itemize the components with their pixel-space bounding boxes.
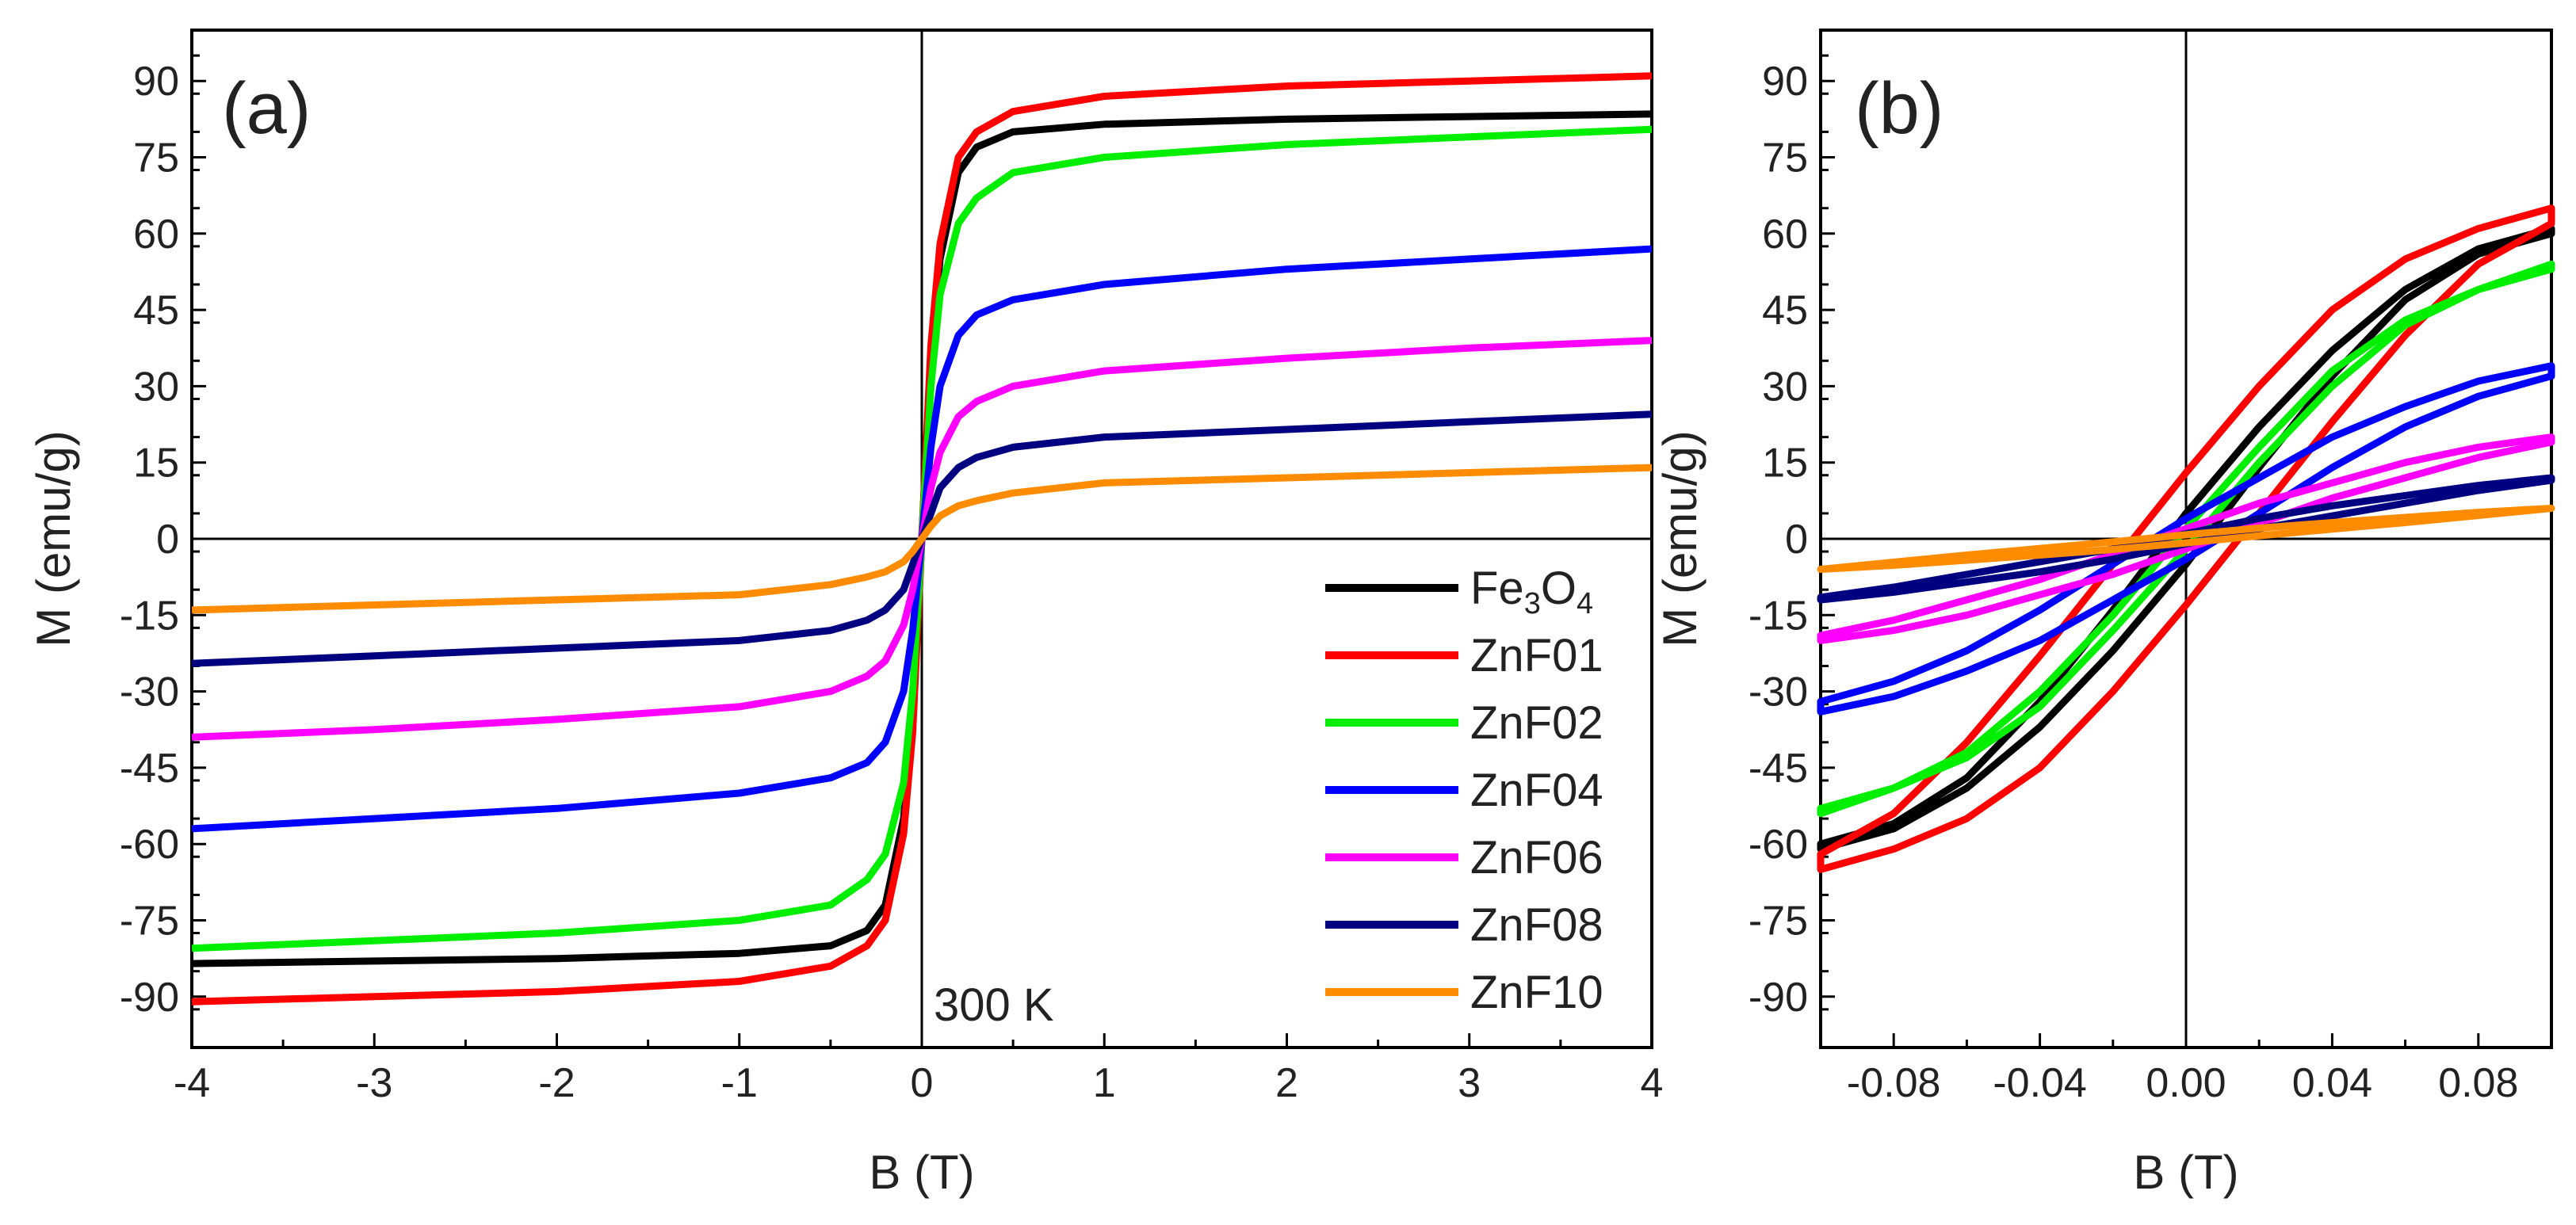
x-tick-label: 0.00 (2146, 1060, 2226, 1106)
y-tick-label: 90 (133, 59, 179, 105)
y-tick-label: -45 (120, 746, 179, 792)
series-znf08-line (1817, 474, 2555, 604)
y-tick-label: -30 (1749, 670, 1808, 716)
x-tick-label: -4 (174, 1060, 210, 1106)
x-tick-label: -0.04 (1993, 1060, 2087, 1106)
legend-label: ZnF04 (1470, 765, 1603, 816)
legend: Fe3O4 ZnF01 ZnF02 ZnF04 ZnF06 ZnF08 ZnF10 (1325, 563, 1603, 1018)
y-tick-label: -75 (1749, 899, 1808, 945)
series-znf10-line (191, 464, 1653, 614)
x-tick-label: 2 (1275, 1060, 1298, 1106)
y-tick-label: 0 (156, 517, 179, 563)
x-tick-label: 0 (911, 1060, 934, 1106)
x-tick-label: -2 (538, 1060, 575, 1106)
legend-label: ZnF02 (1470, 697, 1603, 749)
y-tick-label: 15 (1762, 441, 1808, 487)
panel-b-x-title: B (T) (2133, 1146, 2238, 1199)
panel-b-label: (b) (1855, 68, 1943, 149)
panel-b-y-title: M (emu/g) (1653, 430, 1707, 647)
x-tick-label: 0.04 (2292, 1060, 2372, 1106)
y-tick-label: 45 (1762, 288, 1808, 334)
y-tick-label: 0 (1785, 517, 1808, 563)
series-znf06-line (1817, 433, 2555, 644)
series-znf04-line (1817, 362, 2555, 716)
panel-a-y-title: M (emu/g) (27, 430, 80, 647)
y-tick-label: -90 (120, 975, 179, 1021)
panel-a-ticks: -90 -75 -60 -45 -30 -15 0 15 30 45 60 75 90 -4 -3 -2 -1 0… (120, 54, 1664, 1106)
series-znf01-line (1817, 204, 2555, 873)
temperature-annotation: 300 K (934, 979, 1054, 1031)
y-tick-label: 60 (1762, 212, 1808, 258)
y-tick-label: -60 (120, 822, 179, 868)
x-tick-label: 1 (1093, 1060, 1116, 1106)
panel-b: -90 -75 -60 -45 -30 -15 0 15 30 45 60 75 90 -0.08 -0.0… (1653, 29, 2555, 1199)
panel-b-series (1817, 204, 2555, 873)
y-tick-label: -45 (1749, 746, 1808, 792)
y-tick-label: 90 (1762, 59, 1808, 105)
panel-b-ticks: -90 -75 -60 -45 -30 -15 0 15 30 45 60 75 90 -0.08 -0.0… (1749, 54, 2553, 1106)
y-tick-label: 30 (133, 364, 179, 410)
y-tick-label: -30 (120, 670, 179, 716)
y-tick-label: -90 (1749, 975, 1808, 1021)
y-tick-label: -60 (1749, 822, 1808, 868)
x-tick-label: -1 (721, 1060, 758, 1106)
panel-a: -90 -75 -60 -45 -30 -15 0 15 30 45 60 75 90 -4 -3 -2 -1 0… (27, 29, 1664, 1199)
panel-a-x-title: B (T) (869, 1146, 974, 1199)
legend-label: ZnF01 (1470, 630, 1603, 681)
y-tick-label: -15 (1749, 593, 1808, 639)
legend-label: ZnF10 (1470, 967, 1603, 1018)
y-tick-label: 75 (1762, 135, 1808, 181)
x-tick-label: -3 (356, 1060, 392, 1106)
y-tick-label: -75 (120, 899, 179, 945)
legend-label: ZnF06 (1470, 832, 1603, 883)
x-tick-label: 4 (1641, 1060, 1664, 1106)
legend-label: Fe3O4 (1470, 563, 1593, 620)
y-tick-label: 15 (133, 441, 179, 487)
series-znf10-line (1817, 505, 2555, 573)
y-tick-label: 45 (133, 288, 179, 334)
y-tick-label: -15 (120, 593, 179, 639)
y-tick-label: 75 (133, 135, 179, 181)
y-tick-label: 30 (1762, 364, 1808, 410)
panel-b-zero-lines (1821, 30, 2551, 1048)
x-tick-label: -0.08 (1847, 1060, 1941, 1106)
x-tick-label: 3 (1458, 1060, 1481, 1106)
series-znf02-line (1817, 260, 2555, 818)
x-tick-label: 0.08 (2438, 1060, 2518, 1106)
y-tick-label: 60 (133, 212, 179, 258)
legend-label: ZnF08 (1470, 899, 1603, 951)
panel-a-series (191, 72, 1653, 1006)
panel-a-label: (a) (222, 68, 311, 149)
